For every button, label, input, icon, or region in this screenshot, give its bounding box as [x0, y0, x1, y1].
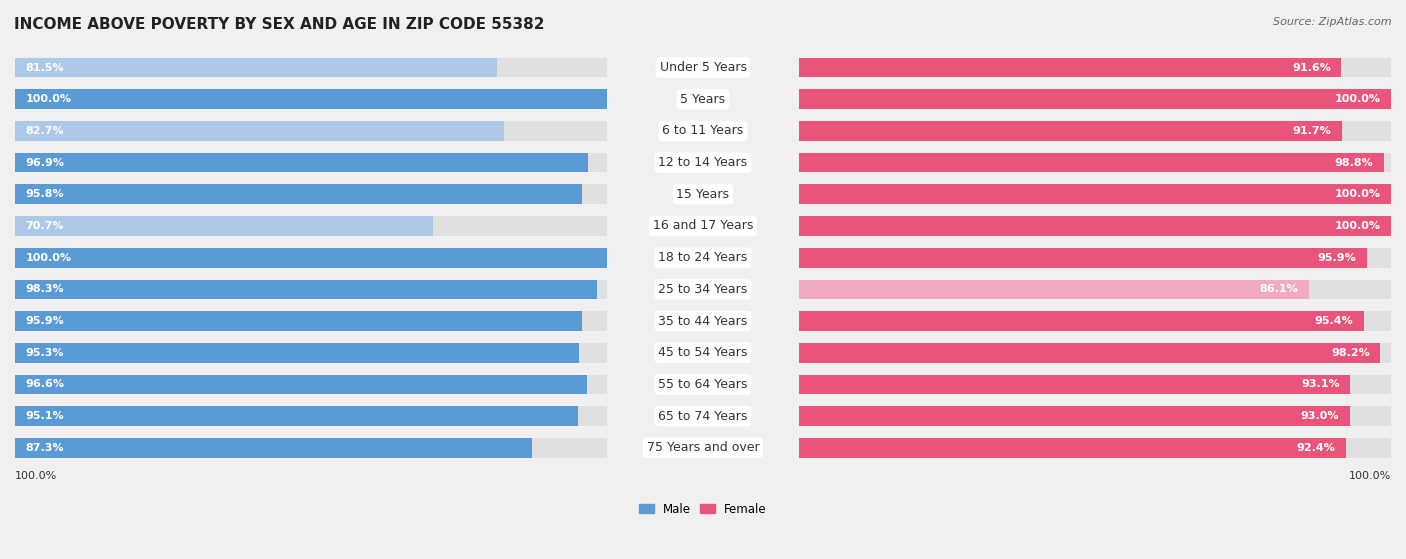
Text: 82.7%: 82.7% — [25, 126, 63, 136]
Bar — [800, 248, 1391, 268]
Text: 35 to 44 Years: 35 to 44 Years — [658, 315, 748, 328]
Text: 70.7%: 70.7% — [25, 221, 63, 231]
Bar — [800, 375, 1391, 394]
Text: 93.1%: 93.1% — [1301, 380, 1340, 390]
Bar — [15, 89, 606, 109]
Text: 100.0%: 100.0% — [1348, 471, 1391, 481]
Text: 87.3%: 87.3% — [25, 443, 63, 453]
Legend: Male, Female: Male, Female — [634, 498, 772, 520]
Bar — [800, 121, 1341, 141]
Bar — [15, 184, 606, 204]
Bar — [800, 89, 1391, 109]
Bar — [15, 89, 606, 109]
Text: 96.6%: 96.6% — [25, 380, 65, 390]
Text: 96.9%: 96.9% — [25, 158, 65, 168]
Bar — [800, 311, 1364, 331]
Text: 98.8%: 98.8% — [1334, 158, 1374, 168]
Text: 95.1%: 95.1% — [25, 411, 63, 421]
Text: 95.9%: 95.9% — [1317, 253, 1357, 263]
Bar — [800, 216, 1391, 236]
Bar — [15, 121, 606, 141]
Text: 65 to 74 Years: 65 to 74 Years — [658, 410, 748, 423]
Bar — [15, 153, 606, 172]
Bar — [15, 248, 606, 268]
Text: 16 and 17 Years: 16 and 17 Years — [652, 220, 754, 233]
Text: 100.0%: 100.0% — [1334, 190, 1381, 200]
Bar — [15, 375, 586, 394]
Text: 100.0%: 100.0% — [25, 253, 72, 263]
Bar — [15, 184, 582, 204]
Bar — [800, 311, 1391, 331]
Bar — [15, 343, 579, 363]
Text: 15 Years: 15 Years — [676, 188, 730, 201]
Text: 91.6%: 91.6% — [1292, 63, 1331, 73]
Bar — [800, 153, 1391, 172]
Bar — [800, 406, 1391, 426]
Bar — [15, 248, 606, 268]
Bar — [15, 121, 505, 141]
Bar — [15, 343, 606, 363]
Text: 18 to 24 Years: 18 to 24 Years — [658, 251, 748, 264]
Text: 100.0%: 100.0% — [1334, 94, 1381, 104]
Bar — [15, 280, 596, 299]
Bar — [800, 184, 1391, 204]
Bar — [15, 406, 578, 426]
Bar — [800, 153, 1384, 172]
Text: 100.0%: 100.0% — [25, 94, 72, 104]
Bar — [15, 375, 606, 394]
Text: 100.0%: 100.0% — [1334, 221, 1381, 231]
Text: 75 Years and over: 75 Years and over — [647, 441, 759, 454]
Bar — [15, 153, 588, 172]
Bar — [15, 406, 606, 426]
Bar — [15, 438, 606, 458]
Bar — [15, 58, 498, 77]
Bar — [800, 184, 1391, 204]
Text: 55 to 64 Years: 55 to 64 Years — [658, 378, 748, 391]
Bar — [15, 58, 606, 77]
Text: 95.9%: 95.9% — [25, 316, 65, 326]
Bar — [800, 121, 1391, 141]
Text: 5 Years: 5 Years — [681, 93, 725, 106]
Bar — [15, 311, 606, 331]
Bar — [800, 280, 1391, 299]
Bar — [15, 216, 606, 236]
Bar — [800, 248, 1367, 268]
Bar — [15, 311, 582, 331]
Bar — [800, 343, 1381, 363]
Text: 93.0%: 93.0% — [1301, 411, 1340, 421]
Text: 91.7%: 91.7% — [1294, 126, 1331, 136]
Text: 92.4%: 92.4% — [1296, 443, 1336, 453]
Text: 81.5%: 81.5% — [25, 63, 63, 73]
Bar — [800, 438, 1346, 458]
Bar — [800, 438, 1391, 458]
Bar — [800, 375, 1350, 394]
Bar — [800, 216, 1391, 236]
Bar — [800, 58, 1391, 77]
Text: 98.2%: 98.2% — [1331, 348, 1369, 358]
Text: 12 to 14 Years: 12 to 14 Years — [658, 156, 748, 169]
Text: 86.1%: 86.1% — [1260, 285, 1298, 295]
Bar — [800, 89, 1391, 109]
Bar — [800, 406, 1350, 426]
Text: 25 to 34 Years: 25 to 34 Years — [658, 283, 748, 296]
Bar — [800, 280, 1309, 299]
Text: 45 to 54 Years: 45 to 54 Years — [658, 346, 748, 359]
Text: 98.3%: 98.3% — [25, 285, 63, 295]
Bar — [15, 216, 433, 236]
Bar — [15, 280, 606, 299]
Text: 95.4%: 95.4% — [1315, 316, 1354, 326]
Bar — [800, 343, 1391, 363]
Text: INCOME ABOVE POVERTY BY SEX AND AGE IN ZIP CODE 55382: INCOME ABOVE POVERTY BY SEX AND AGE IN Z… — [14, 17, 544, 32]
Text: Source: ZipAtlas.com: Source: ZipAtlas.com — [1274, 17, 1392, 27]
Bar — [15, 438, 531, 458]
Text: 95.3%: 95.3% — [25, 348, 63, 358]
Text: 95.8%: 95.8% — [25, 190, 63, 200]
Text: 6 to 11 Years: 6 to 11 Years — [662, 125, 744, 138]
Text: 100.0%: 100.0% — [15, 471, 58, 481]
Text: Under 5 Years: Under 5 Years — [659, 61, 747, 74]
Bar — [800, 58, 1341, 77]
